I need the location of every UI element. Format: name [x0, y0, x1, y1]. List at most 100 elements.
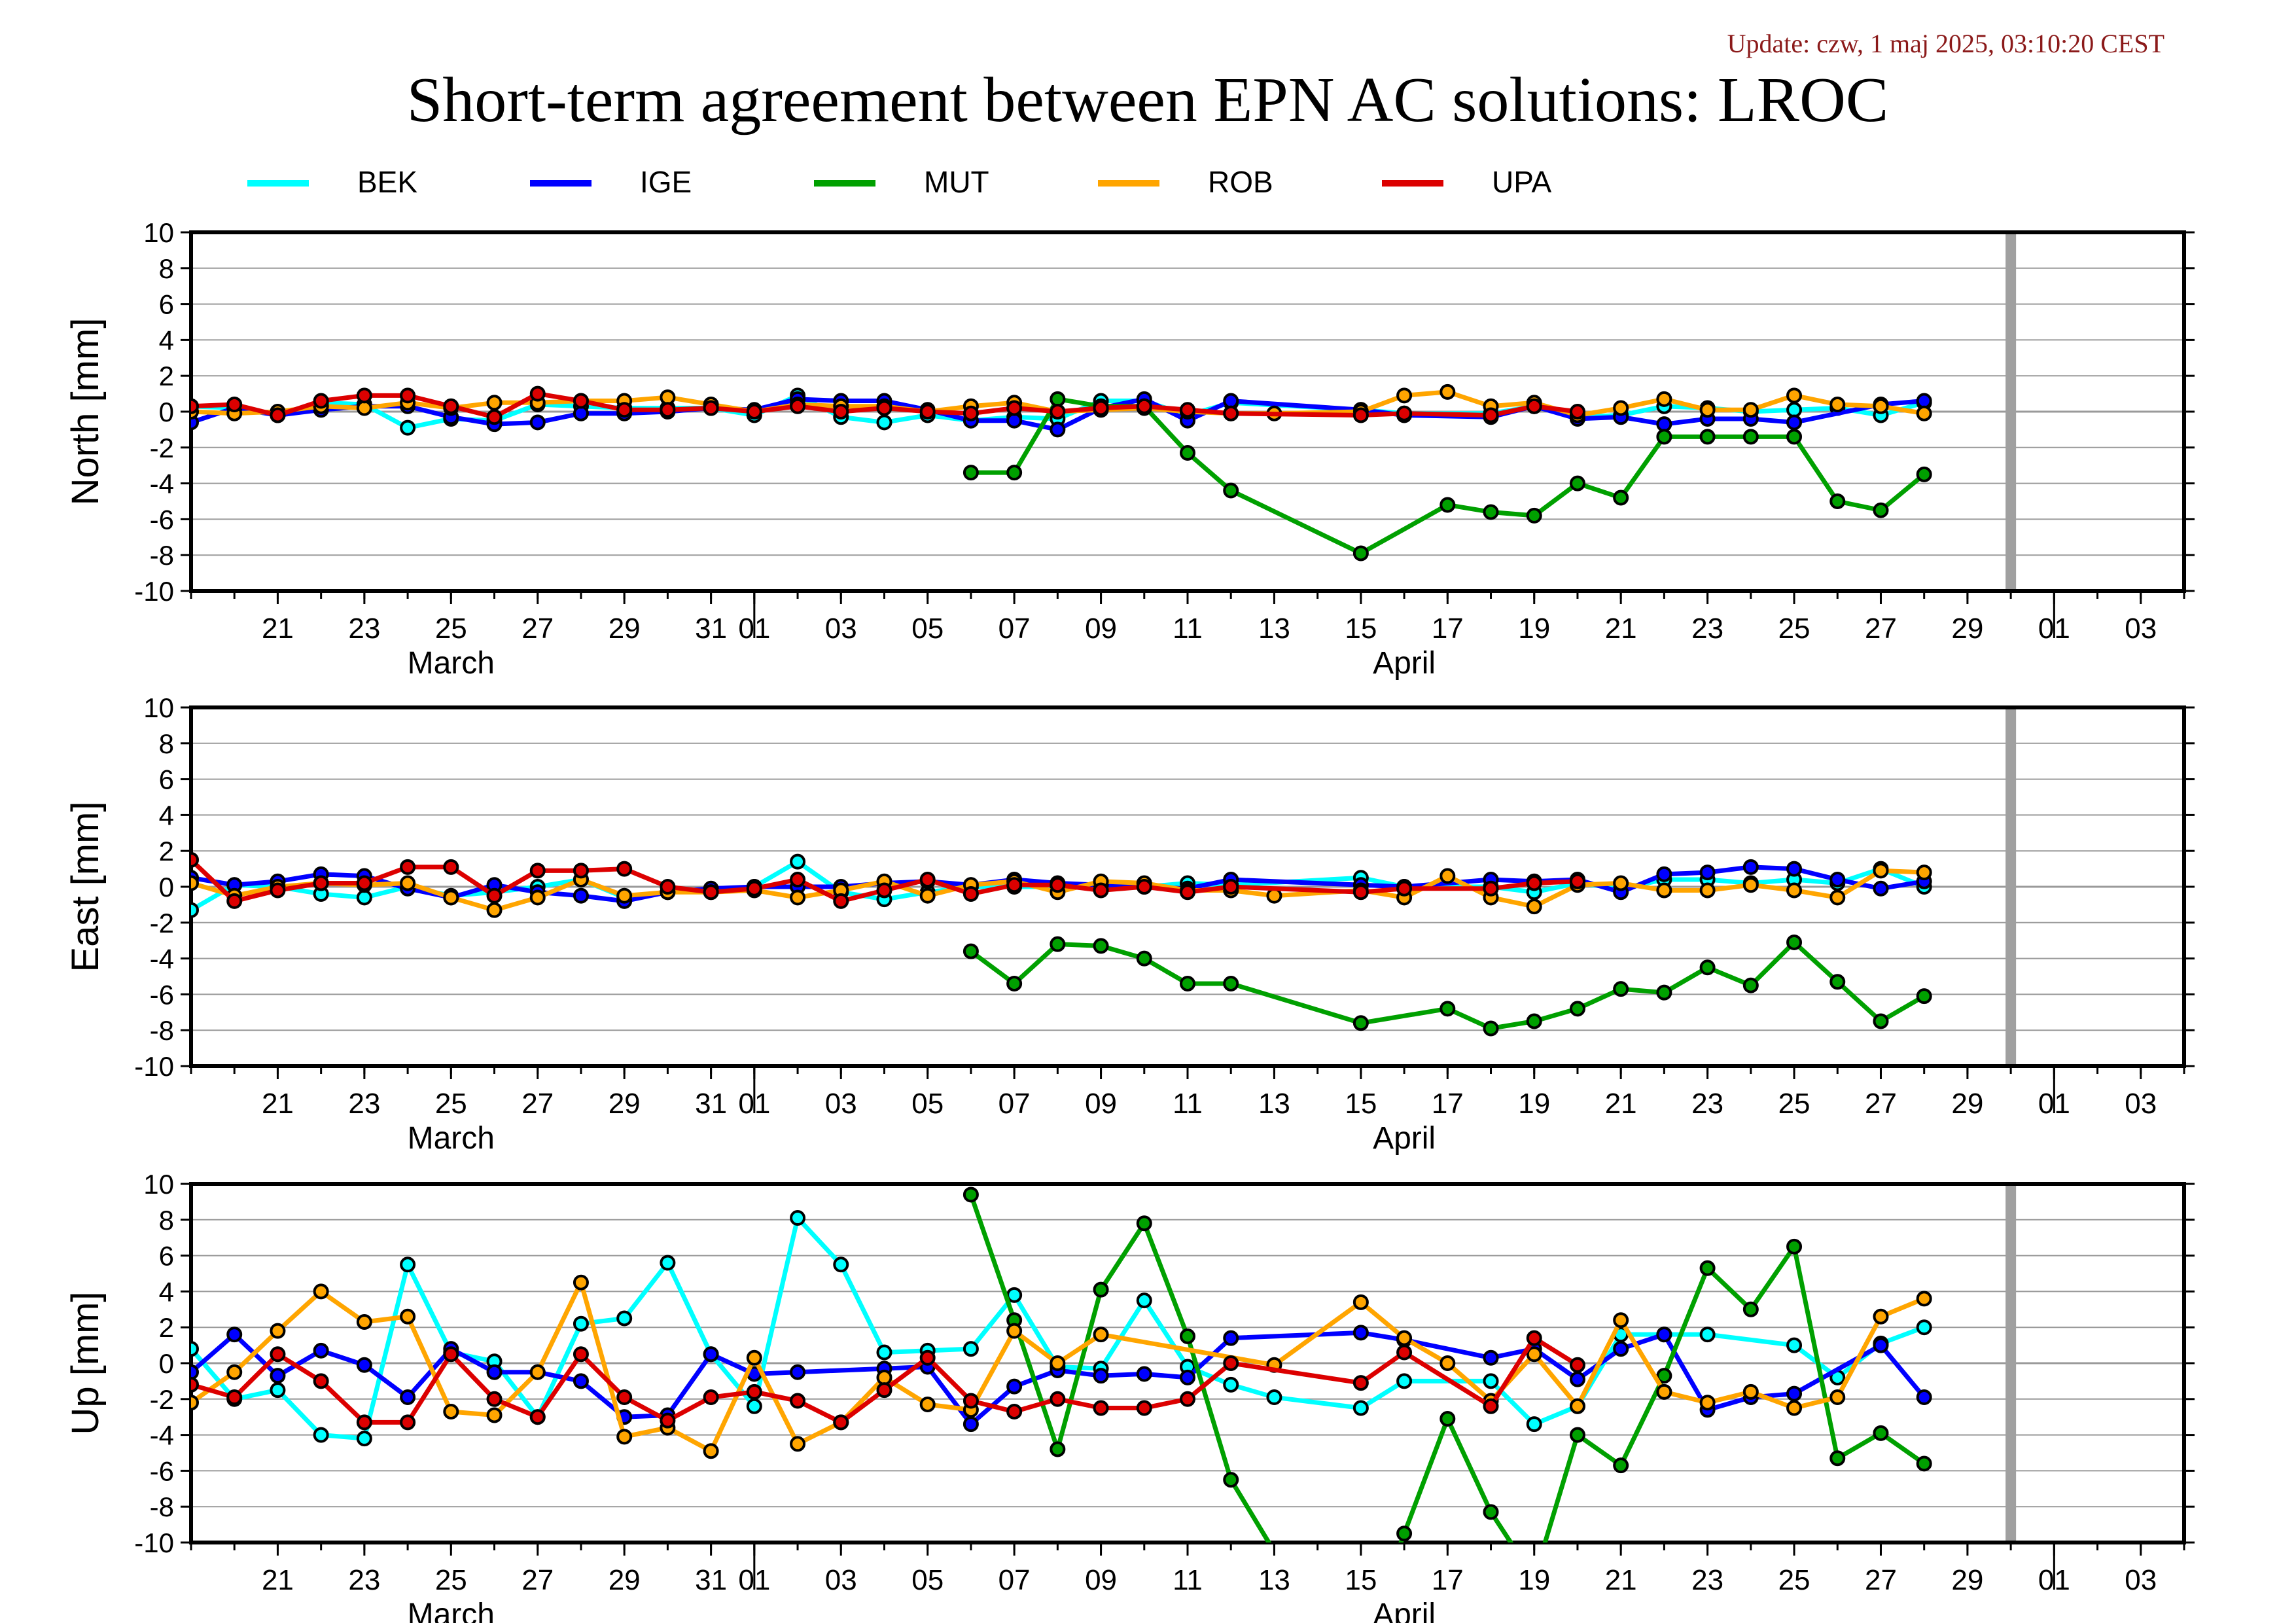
data-point-ige: [1916, 393, 1932, 409]
data-point-rob: [1093, 1327, 1109, 1343]
series-line-mut: [968, 1194, 1926, 1543]
data-point-ige: [1352, 1325, 1369, 1341]
data-point-upa: [1093, 882, 1109, 899]
data-point-upa: [919, 404, 936, 419]
data-point-mut: [1223, 1472, 1239, 1488]
data-point-rob: [1829, 397, 1846, 413]
data-point-upa: [1006, 1403, 1023, 1419]
y-tick-label: -4: [150, 469, 174, 499]
data-point-ige: [1656, 866, 1672, 882]
x-tick-label: 27: [521, 1564, 554, 1596]
x-tick-label: 15: [1345, 613, 1377, 645]
y-tick-label: 6: [159, 1241, 174, 1272]
data-point-rob: [1613, 400, 1629, 416]
data-point-bek: [573, 1315, 589, 1332]
data-point-mut: [1742, 977, 1759, 993]
x-tick-label: 15: [1345, 1088, 1377, 1120]
x-tick-label: 03: [825, 1564, 857, 1596]
data-point-upa: [313, 1373, 329, 1389]
x-tick-label: 03: [2125, 1564, 2157, 1596]
data-point-bek: [356, 1431, 372, 1447]
data-point-ige: [1613, 1341, 1629, 1357]
x-tick-label: 31: [695, 1564, 727, 1596]
x-tick-label: 21: [1605, 1564, 1637, 1596]
y-tick-label: -4: [150, 1420, 174, 1451]
data-point-upa: [1093, 1400, 1109, 1416]
data-point-rob: [1439, 1355, 1456, 1371]
y-tick-label: 8: [159, 728, 174, 759]
x-tick-label: 21: [262, 613, 294, 645]
y-tick-label: -2: [150, 1384, 174, 1415]
x-tick-label: 19: [1518, 1088, 1550, 1120]
data-point-upa: [1483, 1398, 1499, 1414]
y-tick-label: -6: [150, 1455, 174, 1486]
data-point-upa: [919, 872, 936, 888]
data-point-rob: [1786, 387, 1803, 404]
data-point-mut: [1873, 1425, 1889, 1441]
data-point-upa: [1223, 405, 1239, 421]
series-group: [191, 1186, 1932, 1543]
data-point-upa: [1396, 1344, 1413, 1361]
data-point-bek: [1526, 1416, 1542, 1433]
data-point-bek: [1223, 1376, 1239, 1393]
data-point-mut: [1786, 934, 1803, 950]
data-point-rob: [1266, 887, 1282, 904]
x-tick-label: 15: [1345, 1564, 1377, 1596]
data-point-mut: [1050, 391, 1066, 407]
data-point-upa: [876, 400, 892, 416]
x-tick-label: 27: [1865, 613, 1897, 645]
data-point-ige: [486, 1364, 503, 1380]
series-group: [191, 383, 1932, 562]
data-point-upa: [1050, 1391, 1066, 1407]
data-point-ige: [1093, 1368, 1109, 1384]
data-point-upa: [1569, 873, 1585, 889]
data-point-mut: [1829, 493, 1846, 509]
data-point-upa: [1223, 1355, 1239, 1371]
data-point-rob: [1742, 877, 1759, 893]
month-label: April: [1373, 1121, 1436, 1156]
data-point-mut: [1656, 984, 1672, 1001]
x-tick-label: 03: [825, 1088, 857, 1120]
data-point-mut: [1439, 497, 1456, 513]
data-point-rob: [790, 1436, 806, 1452]
data-point-upa: [833, 893, 849, 909]
data-point-mut: [1223, 975, 1239, 991]
x-tick-label: 23: [1691, 613, 1723, 645]
data-point-ige: [573, 1373, 589, 1389]
data-point-rob: [876, 1369, 892, 1385]
data-point-ige: [1180, 1369, 1195, 1385]
current-day-bar: [2005, 232, 2017, 591]
y-tick-label: 8: [159, 253, 174, 284]
month-label: March: [408, 1121, 495, 1156]
data-point-upa: [963, 405, 979, 421]
data-point-ige: [1916, 1389, 1932, 1406]
data-point-upa: [616, 861, 633, 877]
data-point-mut: [1699, 959, 1716, 976]
data-point-mut: [1569, 1427, 1585, 1443]
data-point-mut: [1180, 445, 1195, 461]
data-point-mut: [1526, 507, 1542, 524]
data-point-bek: [1396, 1373, 1413, 1389]
data-point-mut: [1786, 1238, 1803, 1255]
data-point-mut: [1699, 1260, 1716, 1276]
data-point-upa: [1093, 400, 1109, 416]
y-tick-label: -2: [150, 433, 174, 463]
x-tick-label: 13: [1258, 1088, 1290, 1120]
y-tick-label: 4: [159, 325, 174, 355]
data-point-upa: [1483, 880, 1499, 897]
y-tick-label: 2: [159, 836, 174, 866]
data-point-rob: [1396, 387, 1413, 404]
data-point-upa: [270, 407, 286, 423]
current-day-bar: [2005, 1184, 2017, 1543]
data-point-mut: [1006, 975, 1023, 991]
data-point-upa: [191, 851, 199, 868]
data-point-mut: [1180, 975, 1195, 991]
data-point-upa: [1136, 398, 1152, 414]
data-point-ige: [1699, 865, 1716, 881]
data-point-mut: [1916, 466, 1932, 482]
data-point-ige: [226, 1327, 243, 1343]
data-point-upa: [703, 400, 719, 416]
x-tick-label: 05: [911, 1088, 944, 1120]
data-point-upa: [529, 863, 546, 879]
